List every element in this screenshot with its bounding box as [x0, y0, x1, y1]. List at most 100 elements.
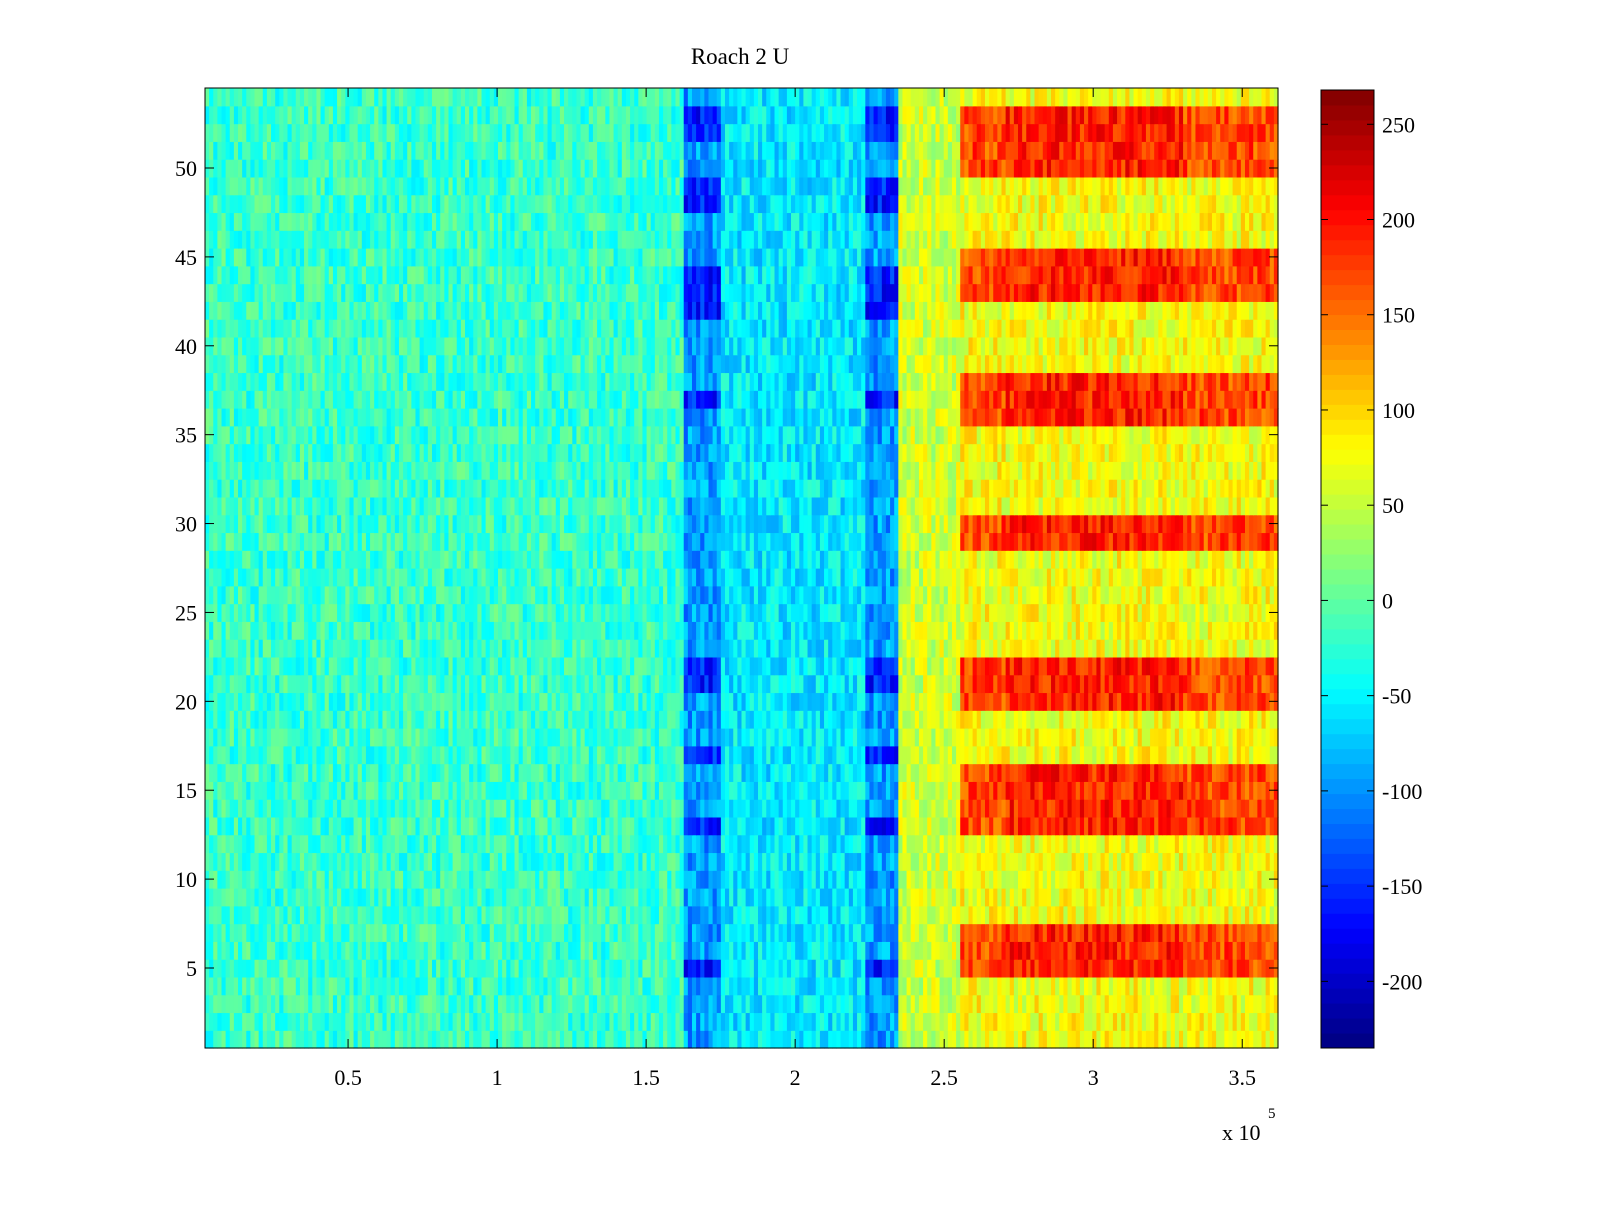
heatmap-cell	[824, 745, 829, 765]
heatmap-cell	[349, 1030, 355, 1049]
heatmap-cell	[275, 816, 280, 836]
heatmap-cell	[960, 923, 965, 942]
heatmap-cell	[890, 763, 895, 782]
heatmap-cell	[733, 923, 738, 942]
heatmap-cell	[374, 834, 379, 854]
heatmap-cell	[535, 994, 540, 1014]
heatmap-cell	[671, 923, 677, 942]
heatmap-cell	[547, 799, 553, 818]
heatmap-cell	[506, 994, 511, 1014]
heatmap-cell	[440, 870, 445, 889]
heatmap-cell	[1257, 959, 1263, 978]
heatmap-cell	[1055, 728, 1060, 747]
heatmap-cell	[865, 816, 871, 836]
heatmap-cell	[1092, 959, 1098, 978]
heatmap-cell	[403, 781, 408, 800]
heatmap-cell	[791, 905, 796, 925]
heatmap-cell	[782, 852, 788, 871]
heatmap-cell	[852, 834, 858, 854]
heatmap-cell	[828, 905, 833, 925]
heatmap-cell	[1207, 710, 1213, 729]
heatmap-cell	[720, 852, 726, 871]
heatmap-cell	[1079, 1012, 1085, 1031]
heatmap-cell	[1055, 852, 1060, 871]
heatmap-cell	[1071, 728, 1077, 747]
heatmap-cell	[250, 976, 256, 996]
heatmap-cell	[741, 976, 747, 996]
heatmap-cell	[601, 852, 606, 871]
heatmap-cell	[555, 870, 561, 889]
heatmap-cell	[213, 799, 218, 818]
heatmap-cell	[1046, 1012, 1052, 1031]
heatmap-cell	[1096, 905, 1102, 925]
heatmap-cell	[328, 799, 334, 818]
heatmap-cell	[328, 976, 334, 996]
heatmap-cell	[291, 994, 297, 1014]
heatmap-cell	[221, 976, 227, 996]
heatmap-cell	[1158, 994, 1164, 1014]
heatmap-cell	[489, 852, 495, 871]
heatmap-cell	[918, 816, 924, 836]
heatmap-cell	[597, 959, 602, 978]
heatmap-cell	[613, 816, 619, 836]
heatmap-cell	[762, 941, 767, 960]
heatmap-cell	[956, 852, 961, 871]
heatmap-cell	[506, 781, 511, 800]
heatmap-cell	[568, 888, 573, 907]
heatmap-cell	[308, 1012, 313, 1031]
heatmap-cell	[205, 905, 210, 925]
heatmap-cell	[650, 941, 656, 960]
heatmap-cell	[667, 941, 672, 960]
heatmap-cell	[630, 994, 635, 1014]
heatmap-cell	[229, 710, 235, 729]
heatmap-cell	[584, 852, 590, 871]
heatmap-cell	[597, 763, 602, 782]
heatmap-cell	[279, 745, 285, 765]
heatmap-cell	[1117, 745, 1122, 765]
heatmap-cell	[1030, 816, 1036, 836]
heatmap-cell	[1096, 799, 1102, 818]
heatmap-cell	[299, 799, 305, 818]
heatmap-cell	[378, 852, 384, 871]
heatmap-cell	[378, 1030, 384, 1049]
heatmap-cell	[1240, 976, 1246, 996]
heatmap-cell	[861, 923, 866, 942]
heatmap-cell	[720, 710, 726, 729]
heatmap-cell	[423, 763, 429, 782]
heatmap-cell	[308, 816, 313, 836]
heatmap-cell	[370, 1030, 375, 1049]
heatmap-cell	[361, 710, 367, 729]
heatmap-cell	[774, 959, 780, 978]
heatmap-cell	[213, 976, 218, 996]
heatmap-cell	[1121, 834, 1126, 854]
heatmap-cell	[1166, 728, 1172, 747]
heatmap-cell	[997, 888, 1003, 907]
heatmap-cell	[968, 816, 974, 836]
heatmap-cell	[213, 905, 218, 925]
heatmap-cell	[543, 834, 549, 854]
heatmap-cell	[588, 870, 594, 889]
heatmap-cell	[576, 781, 582, 800]
heatmap-cell	[514, 852, 520, 871]
heatmap-cell	[906, 710, 912, 729]
heatmap-cell	[1137, 941, 1143, 960]
heatmap-cell	[489, 923, 495, 942]
heatmap-cell	[1187, 816, 1192, 836]
heatmap-cell	[667, 905, 672, 925]
heatmap-cell	[370, 816, 375, 836]
heatmap-cell	[951, 888, 957, 907]
heatmap-cell	[1038, 745, 1044, 765]
heatmap-cell	[473, 816, 478, 836]
heatmap-cell	[700, 834, 705, 854]
heatmap-cell	[795, 816, 800, 836]
heatmap-cell	[460, 852, 466, 871]
heatmap-cell	[378, 710, 384, 729]
heatmap-cell	[522, 1030, 528, 1049]
heatmap-cell	[1129, 816, 1135, 836]
heatmap-cell	[1174, 799, 1180, 818]
heatmap-cell	[650, 745, 656, 765]
heatmap-cell	[877, 834, 883, 854]
heatmap-cell	[217, 852, 223, 871]
heatmap-cell	[997, 941, 1003, 960]
heatmap-cell	[543, 799, 549, 818]
